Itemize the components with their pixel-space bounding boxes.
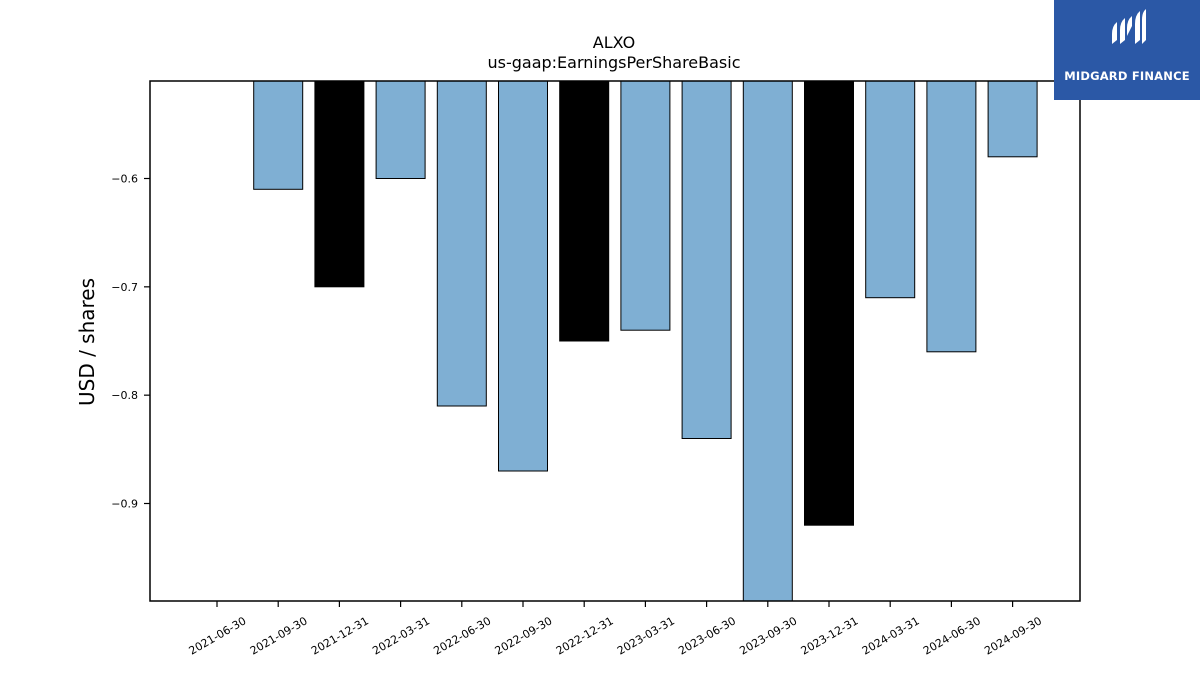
- chart-title: ALXO: [593, 33, 635, 52]
- brand-name: MIDGARD FINANCE: [1064, 69, 1190, 83]
- y-tick-label: −0.6: [111, 173, 138, 186]
- y-tick-label: −0.7: [111, 281, 138, 294]
- x-tick-label: 2022-09-30: [493, 614, 555, 657]
- bar-2023-09-30: [742, 80, 793, 602]
- x-tick-label: 2023-12-31: [799, 614, 861, 657]
- chart-subtitle: us-gaap:EarningsPerShareBasic: [487, 53, 740, 72]
- x-tick-label: 2023-03-31: [615, 614, 677, 657]
- x-ticks-group: 2021-06-30 2021-09-30 2021-12-31 2022-03-31…: [187, 601, 1044, 658]
- y-axis-label: USD / shares: [75, 278, 99, 406]
- x-tick-label: 2022-03-31: [370, 614, 432, 657]
- bar-2023-06-30: [681, 80, 732, 439]
- bar-2022-12-31: [559, 80, 610, 342]
- bar-2024-03-31: [865, 80, 916, 299]
- plot-frame: [149, 80, 1081, 602]
- y-tick-label: −0.9: [111, 498, 138, 511]
- x-tick-label: 2021-09-30: [248, 614, 310, 657]
- bars-group: [253, 80, 1038, 602]
- bar-2024-09-30: [987, 80, 1038, 158]
- x-tick-label: 2023-09-30: [737, 614, 799, 657]
- y-tick-label: −0.8: [111, 389, 138, 402]
- bar-2024-06-30: [926, 80, 977, 353]
- x-tick-label: 2024-06-30: [921, 614, 983, 657]
- bar-2023-03-31: [620, 80, 671, 331]
- midgard-logo-icon: [1112, 9, 1146, 44]
- x-tick-label: 2021-06-30: [187, 614, 249, 657]
- bar-2022-06-30: [436, 80, 487, 407]
- bar-2022-03-31: [375, 80, 426, 179]
- x-tick-label: 2021-12-31: [309, 614, 371, 657]
- x-tick-label: 2024-09-30: [982, 614, 1044, 657]
- y-ticks-group: −0.6 −0.7 −0.8 −0.9: [111, 173, 150, 511]
- brand-logo: MIDGARD FINANCE: [1054, 0, 1200, 100]
- x-tick-label: 2023-06-30: [676, 614, 738, 657]
- bar-2021-12-31: [314, 80, 365, 288]
- bar-2022-09-30: [498, 80, 548, 472]
- bar-2023-12-31: [804, 80, 854, 526]
- bar-2021-09-30: [253, 80, 304, 190]
- x-tick-label: 2024-03-31: [860, 614, 922, 657]
- x-tick-label: 2022-06-30: [431, 614, 493, 657]
- x-tick-label: 2022-12-31: [554, 614, 616, 657]
